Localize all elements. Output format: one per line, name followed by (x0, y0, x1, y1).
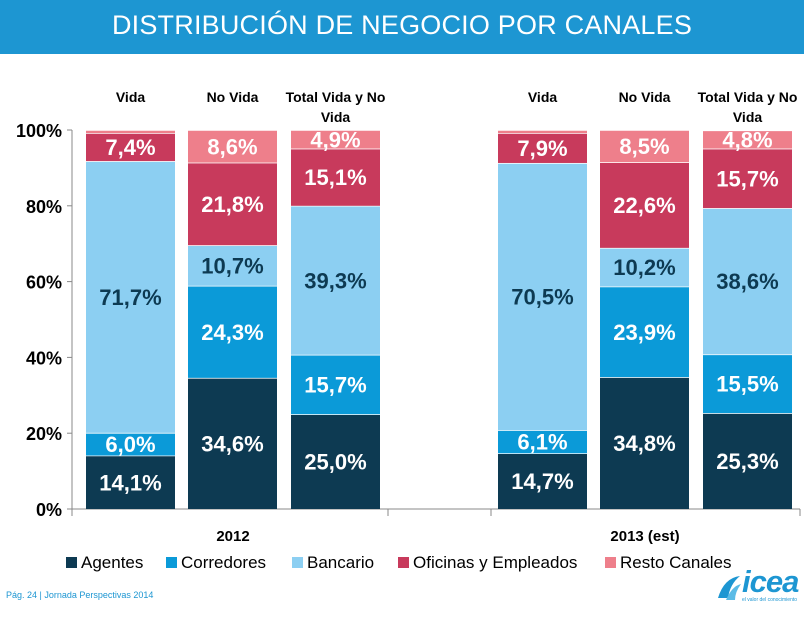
data-label: 15,1% (304, 165, 366, 190)
page-title: DISTRIBUCIÓN DE NEGOCIO POR CANALES (111, 10, 693, 40)
bar-segment (86, 161, 175, 433)
data-label: 7,4% (105, 135, 155, 160)
data-label: 15,7% (304, 372, 366, 397)
y-tick-label: 60% (26, 273, 62, 293)
legend-label: Bancario (307, 553, 374, 572)
bar-segment (291, 205, 380, 355)
data-label: 10,2% (613, 255, 675, 280)
y-tick-label: 100% (16, 121, 62, 141)
y-tick-label: 0% (36, 500, 62, 520)
legend-swatch (166, 557, 177, 568)
legend-swatch (605, 557, 616, 568)
bar-segment (600, 130, 689, 163)
y-tick-label: 40% (26, 348, 62, 368)
x-group-label: 2012 (216, 528, 249, 545)
bar-header: No Vida (207, 89, 259, 105)
bar-segment (86, 133, 175, 162)
data-label: 15,7% (716, 166, 778, 191)
bar-segment (600, 377, 689, 509)
data-label: 24,3% (201, 320, 263, 345)
bar-segment (188, 245, 277, 286)
data-label: 7,9% (517, 136, 567, 161)
data-label: 10,7% (201, 253, 263, 278)
bar-header: Total Vida y No (698, 89, 798, 105)
logo-tagline: el valor del conocimiento (742, 597, 798, 603)
bar-segment (498, 430, 587, 454)
data-label: 25,3% (716, 449, 778, 474)
y-tick-label: 80% (26, 197, 62, 217)
bar-segment (188, 130, 277, 163)
bar-segment (498, 162, 587, 431)
bar-header: Total Vida y No (286, 89, 386, 105)
data-label: 15,5% (716, 372, 778, 397)
bar-segment (498, 453, 587, 509)
bar-segment (291, 354, 380, 415)
data-label: 22,6% (613, 193, 675, 218)
data-label: 71,7% (99, 285, 161, 310)
data-label: 34,8% (613, 431, 675, 456)
legend-swatch (398, 557, 409, 568)
data-label: 4,9% (310, 127, 360, 152)
data-label: 4,8% (722, 127, 772, 152)
legend-label: Resto Canales (620, 553, 732, 572)
data-label: 34,6% (201, 431, 263, 456)
bar-segment (600, 286, 689, 378)
bar-segment (86, 130, 175, 134)
icea-logo: icea el valor del conocimiento (716, 564, 804, 606)
data-label: 8,6% (207, 134, 257, 159)
data-label: 39,3% (304, 268, 366, 293)
data-label: 14,7% (511, 469, 573, 494)
bar-segment (600, 162, 689, 248)
data-label: 21,8% (201, 192, 263, 217)
x-group-label: 2013 (est) (610, 528, 679, 545)
legend-swatch (66, 557, 77, 568)
data-label: 6,0% (105, 432, 155, 457)
data-label: 38,6% (716, 269, 778, 294)
data-label: 70,5% (511, 285, 573, 310)
bar-segment (703, 130, 792, 149)
bar-segment (188, 377, 277, 509)
legend-label: Corredores (181, 553, 266, 572)
y-tick-label: 20% (26, 424, 62, 444)
bar-header: Vida (321, 109, 351, 125)
bar-segment (498, 130, 587, 134)
legend-swatch (292, 557, 303, 568)
bar-segment (188, 162, 277, 246)
bar-segment (291, 148, 380, 206)
bar-segment (291, 130, 380, 149)
logo-word: icea (742, 564, 799, 599)
data-label: 14,1% (99, 470, 161, 495)
bar-segment (703, 413, 792, 509)
bar-header: Vida (116, 89, 146, 105)
legend-label: Agentes (81, 553, 143, 572)
bar-segment (86, 432, 175, 456)
bar-segment (291, 414, 380, 509)
bar-segment (703, 208, 792, 355)
bar-segment (703, 354, 792, 414)
bar-header: Vida (733, 109, 763, 125)
data-label: 25,0% (304, 450, 366, 475)
footer-text: Pág. 24 | Jornada Perspectivas 2014 (6, 590, 154, 600)
logo-mark-icon (718, 576, 741, 600)
data-label: 8,5% (619, 134, 669, 159)
bar-segment (498, 133, 587, 163)
legend-label: Oficinas y Empleados (413, 553, 577, 572)
data-label: 23,9% (613, 320, 675, 345)
bar-segment (703, 148, 792, 209)
bar-segment (86, 455, 175, 509)
bar-header: Vida (528, 89, 558, 105)
data-label: 6,1% (517, 430, 567, 455)
bar-segment (600, 247, 689, 287)
bar-header: No Vida (619, 89, 671, 105)
title-banner: DISTRIBUCIÓN DE NEGOCIO POR CANALES (0, 0, 804, 54)
bar-segment (188, 285, 277, 378)
